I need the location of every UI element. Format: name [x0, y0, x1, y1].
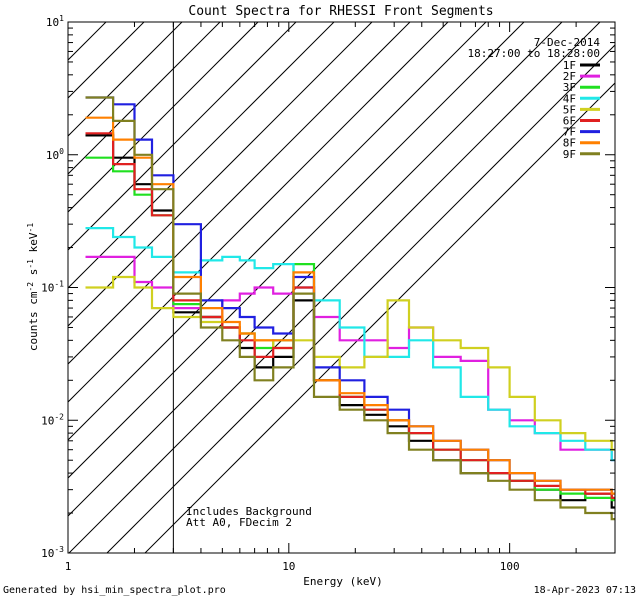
series-line-3F: [85, 156, 615, 502]
y-tick-label: 100: [46, 147, 64, 162]
legend-label-5F: 5F: [563, 103, 576, 116]
y-tick-label: 10-2: [41, 412, 64, 427]
x-axis-label: Energy (keV): [303, 575, 382, 588]
x-tick-label: 10: [282, 560, 295, 573]
annotation-background: Includes Background: [186, 505, 312, 518]
series-group: [85, 96, 615, 521]
annotation-attenuator: Att A0, FDecim 2: [186, 516, 292, 529]
legend-label-4F: 4F: [563, 92, 576, 105]
chart-title: Count Spectra for RHESSI Front Segments: [188, 4, 493, 19]
y-tick-label: 101: [46, 14, 64, 29]
series-line-9F: [85, 96, 615, 521]
hatch-line: [68, 22, 297, 251]
legend-label-2F: 2F: [563, 70, 576, 83]
legend-label-7F: 7F: [563, 126, 576, 139]
series-line-4F: [85, 227, 615, 462]
footer-timestamp: 18-Apr-2023 07:13: [533, 585, 636, 596]
series-line-6F: [85, 132, 615, 499]
y-tick-label: 10-3: [41, 545, 64, 560]
y-axis-label: counts cm-2 s-1 keV-1: [26, 223, 40, 351]
hatch-line: [106, 44, 615, 553]
x-tick-label: 100: [500, 560, 520, 573]
x-tick-label: 1: [65, 560, 72, 573]
date-label: 7-Dec-2014: [534, 36, 601, 49]
hatch-line: [68, 22, 259, 213]
legend-label-1F: 1F: [563, 59, 576, 72]
legend-label-9F: 9F: [563, 148, 576, 161]
hatch-line: [68, 22, 601, 553]
series-line-5F: [85, 275, 615, 451]
legend-label-8F: 8F: [563, 137, 576, 150]
hatch-line: [68, 22, 183, 137]
y-tick-label: 10-1: [41, 280, 64, 295]
hatch-line: [68, 22, 487, 441]
time-range-label: 18:27:00 to 18:28:00: [468, 47, 600, 60]
hatch-line: [68, 22, 449, 403]
footer-generator: Generated by hsi_min_spectra_plot.pro: [3, 585, 226, 596]
legend-label-3F: 3F: [563, 81, 576, 94]
hatch-line: [68, 22, 221, 175]
legend-label-6F: 6F: [563, 115, 576, 128]
